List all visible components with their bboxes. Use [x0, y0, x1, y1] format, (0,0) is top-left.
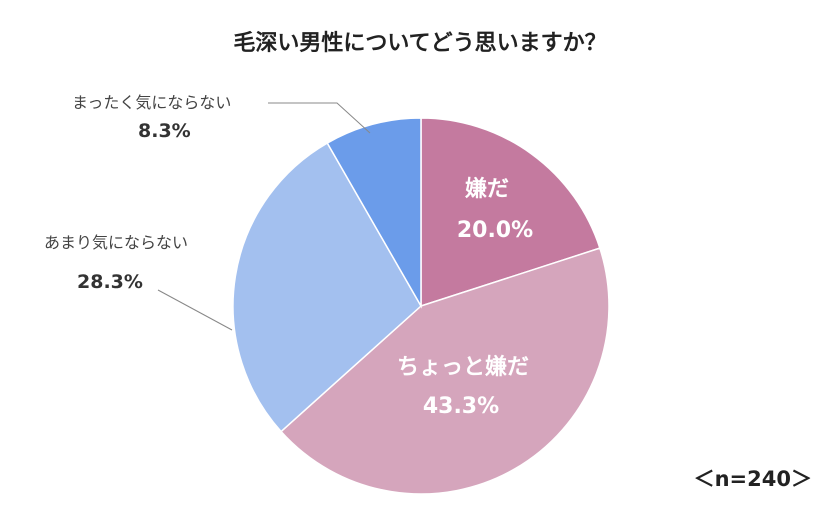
slice-label-2: ちょっと嫌だ: [397, 354, 529, 380]
pie-slices: [232, 117, 610, 495]
slice-pct-3: 28.3%: [77, 271, 143, 293]
sample-size-note: ＜n=240＞: [694, 467, 812, 491]
slice-label-3: あまり気にならない: [44, 233, 188, 252]
chart-title: 毛深い男性についてどう思いますか？: [233, 31, 606, 56]
slice-label-1: 嫌だ: [465, 176, 509, 202]
pie-slice-2: [279, 247, 610, 495]
pie-slice-3: [232, 142, 422, 433]
leader-line-slice-3: [157, 289, 233, 331]
pie-slice-1: [420, 117, 601, 308]
slice-pct-4: 8.3%: [138, 120, 191, 142]
slice-label-4: まったく気にならない: [72, 93, 231, 112]
pie-slice-4: [326, 117, 422, 309]
slice-pct-2: 43.3%: [423, 394, 499, 419]
leader-line-slice-4: [268, 102, 371, 134]
slice-pct-1: 20.0%: [457, 218, 533, 243]
